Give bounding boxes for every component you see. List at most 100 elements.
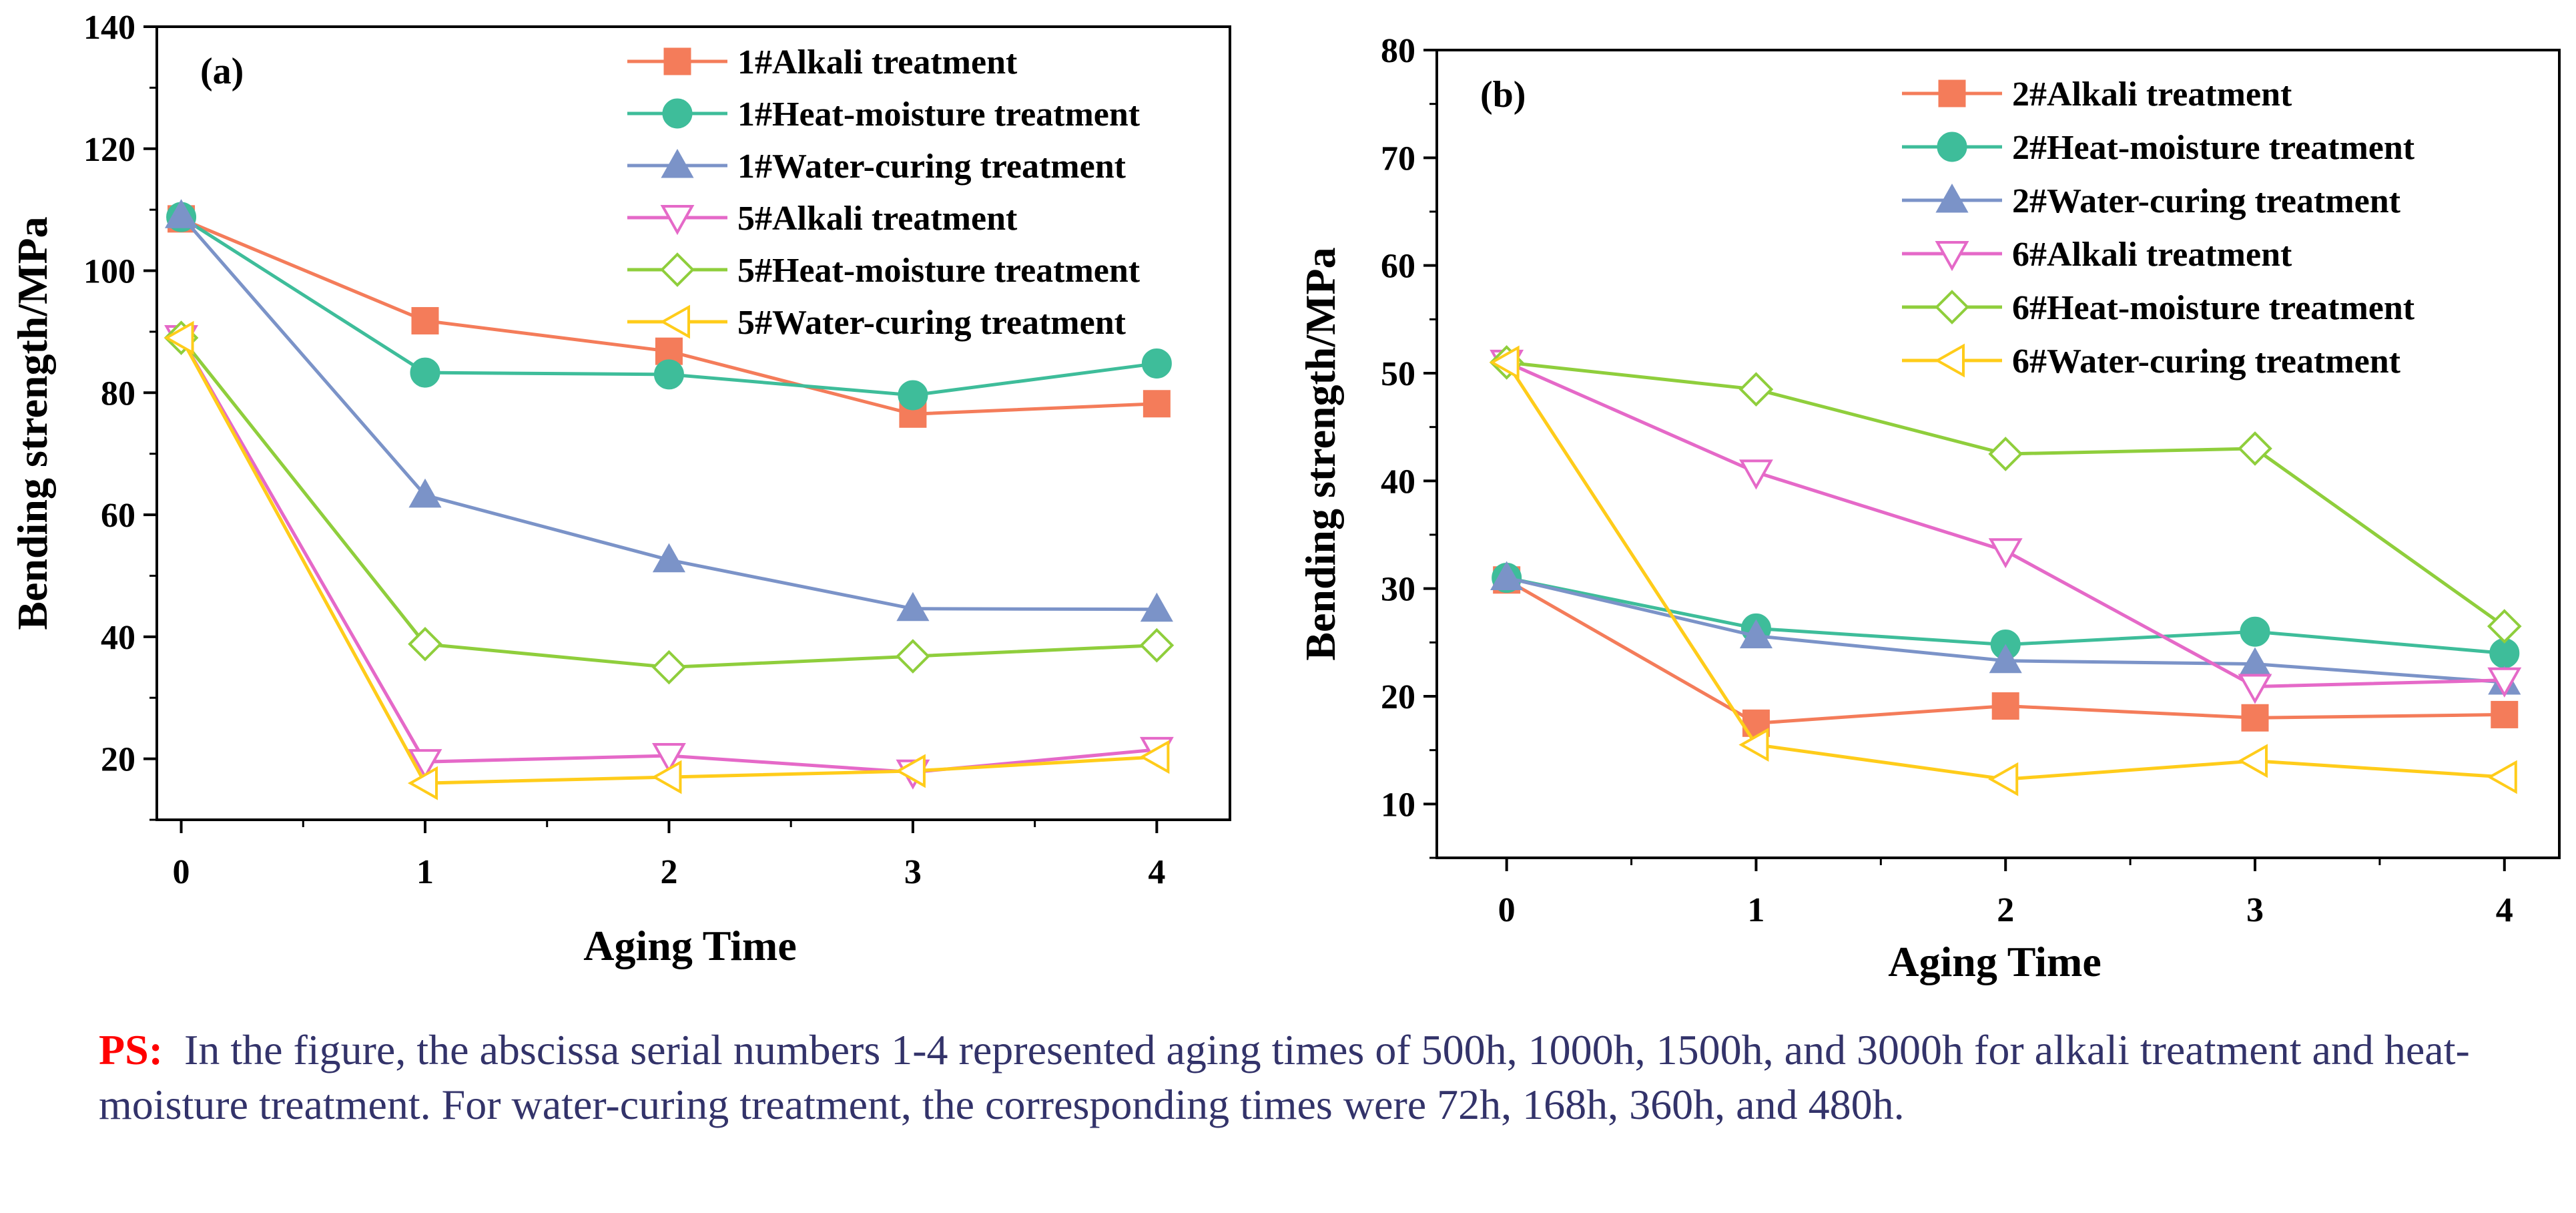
data-point — [164, 199, 198, 228]
data-point — [407, 766, 438, 800]
data-point — [1139, 628, 1175, 663]
chart-panel-a: 0 1 2 3 4 20 40 60 80 100 120 140 Aging Time Bending … — [9, 9, 1231, 969]
data-point — [2487, 609, 2522, 644]
data-point — [1988, 762, 2019, 796]
y-tick-label: 10 — [1381, 786, 1415, 824]
plot-frame — [155, 25, 1231, 821]
data-point — [651, 760, 682, 794]
y-tick-label: 40 — [101, 619, 135, 657]
y-tick-label: 140 — [83, 9, 135, 47]
data-point — [1490, 561, 1524, 591]
data-point — [408, 478, 442, 508]
data-point — [410, 357, 440, 388]
x-tick-label: 2 — [660, 853, 677, 891]
legend-label: 5#Heat-moisture treatment — [737, 252, 1141, 290]
x-axis-title: Aging Time — [583, 922, 796, 969]
legend-entry: 2#Water-curing treatment — [1902, 182, 2401, 220]
data-point — [2238, 431, 2272, 466]
data-point — [896, 639, 930, 674]
data-point — [2240, 616, 2270, 647]
legend-entry: 2#Heat-moisture treatment — [1902, 129, 2415, 167]
y-tick-label: 20 — [101, 741, 135, 779]
x-tick-label: 0 — [173, 853, 190, 891]
legend-marker — [1935, 290, 1969, 324]
data-point — [1139, 740, 1170, 774]
legend-label: 1#Alkali treatment — [737, 43, 1018, 81]
caption-ps-label: PS: — [99, 1026, 163, 1073]
x-tick-label: 4 — [2496, 891, 2513, 929]
legend-marker — [1937, 132, 1967, 162]
data-point — [408, 626, 442, 662]
y-tick-label: 80 — [101, 375, 135, 413]
data-point — [2487, 667, 2522, 698]
legend-marker — [1934, 343, 1965, 378]
x-tick-label: 4 — [1148, 853, 1165, 891]
legend-label: 2#Heat-moisture treatment — [2012, 129, 2415, 167]
legend-label: 2#Alkali treatment — [2012, 75, 2292, 113]
data-point — [1739, 619, 1773, 649]
legend-marker — [1938, 79, 1966, 107]
data-point — [895, 754, 926, 788]
legend-entry: 1#Heat-moisture treatment — [627, 95, 1141, 134]
y-tick-label: 20 — [1381, 678, 1415, 716]
series-line — [1506, 360, 2506, 628]
series-6 — [1489, 345, 2517, 796]
y-tick-label: 70 — [1381, 140, 1415, 178]
y-tick-label: 60 — [1381, 248, 1415, 286]
data-point — [652, 743, 686, 774]
data-point — [1143, 390, 1171, 418]
legend-marker — [1935, 183, 1969, 213]
legend-entry: 1#Alkali treatment — [627, 43, 1018, 81]
legend-entry: 2#Alkali treatment — [1902, 75, 2292, 113]
y-tick-label: 60 — [101, 497, 135, 535]
data-point — [1988, 437, 2023, 471]
legend: 2#Alkali treatment 2#Heat-moisture treatm… — [1902, 75, 2415, 381]
data-point — [2487, 760, 2517, 794]
data-point — [1140, 592, 1173, 622]
data-point — [164, 320, 194, 355]
y-tick-label: 30 — [1381, 571, 1415, 609]
legend-entry: 5#Alkali treatment — [627, 200, 1018, 238]
legend-entry: 6#Water-curing treatment — [1902, 342, 2401, 381]
legend-marker — [663, 47, 691, 75]
legend-marker — [660, 252, 695, 287]
y-axis-title: Bending strength/MPa — [9, 216, 56, 630]
legend-marker — [1935, 241, 1969, 272]
legend-label: 5#Water-curing treatment — [737, 304, 1126, 342]
x-tick-label: 3 — [2246, 891, 2264, 929]
series-3 — [164, 199, 1173, 622]
data-point — [2238, 674, 2272, 704]
legend-label: 1#Water-curing treatment — [737, 148, 1126, 186]
data-point — [1489, 345, 1520, 380]
x-axis-title: Aging Time — [1888, 938, 2101, 985]
legend-label: 5#Alkali treatment — [737, 200, 1018, 238]
data-point — [1141, 348, 1172, 379]
x-tick-label: 0 — [1498, 891, 1516, 929]
data-point — [653, 359, 684, 390]
legend-entry: 1#Water-curing treatment — [627, 148, 1126, 186]
legend: 1#Alkali treatment 1#Heat-moisture treatm… — [627, 43, 1141, 342]
legend-entry: 6#Heat-moisture treatment — [1902, 289, 2415, 327]
y-tick-label: 40 — [1381, 463, 1415, 501]
legend-entry: 5#Water-curing treatment — [627, 304, 1126, 342]
series-5 — [164, 320, 1175, 685]
y-axis-title: Bending strength/MPa — [1297, 247, 1344, 660]
data-point — [1738, 728, 1769, 762]
data-point — [1989, 644, 2022, 674]
plot-frame — [1435, 49, 2561, 859]
x-tick-label: 1 — [1747, 891, 1764, 929]
series-5 — [1489, 345, 2522, 644]
data-point — [411, 306, 439, 334]
legend-label: 1#Heat-moisture treatment — [737, 95, 1141, 134]
legend-entry: 5#Heat-moisture treatment — [627, 252, 1141, 290]
y-tick-label: 120 — [83, 131, 135, 169]
panel-label: (b) — [1480, 74, 1526, 115]
data-point — [896, 591, 930, 622]
legend-entry: 6#Alkali treatment — [1902, 236, 2292, 274]
x-tick-label: 2 — [1997, 891, 2014, 929]
x-tick-label: 1 — [416, 853, 434, 891]
y-tick-label: 50 — [1381, 355, 1415, 393]
y-tick-label: 80 — [1381, 32, 1415, 70]
caption-text: In the figure, the abscissa serial numbe… — [99, 1026, 2470, 1128]
